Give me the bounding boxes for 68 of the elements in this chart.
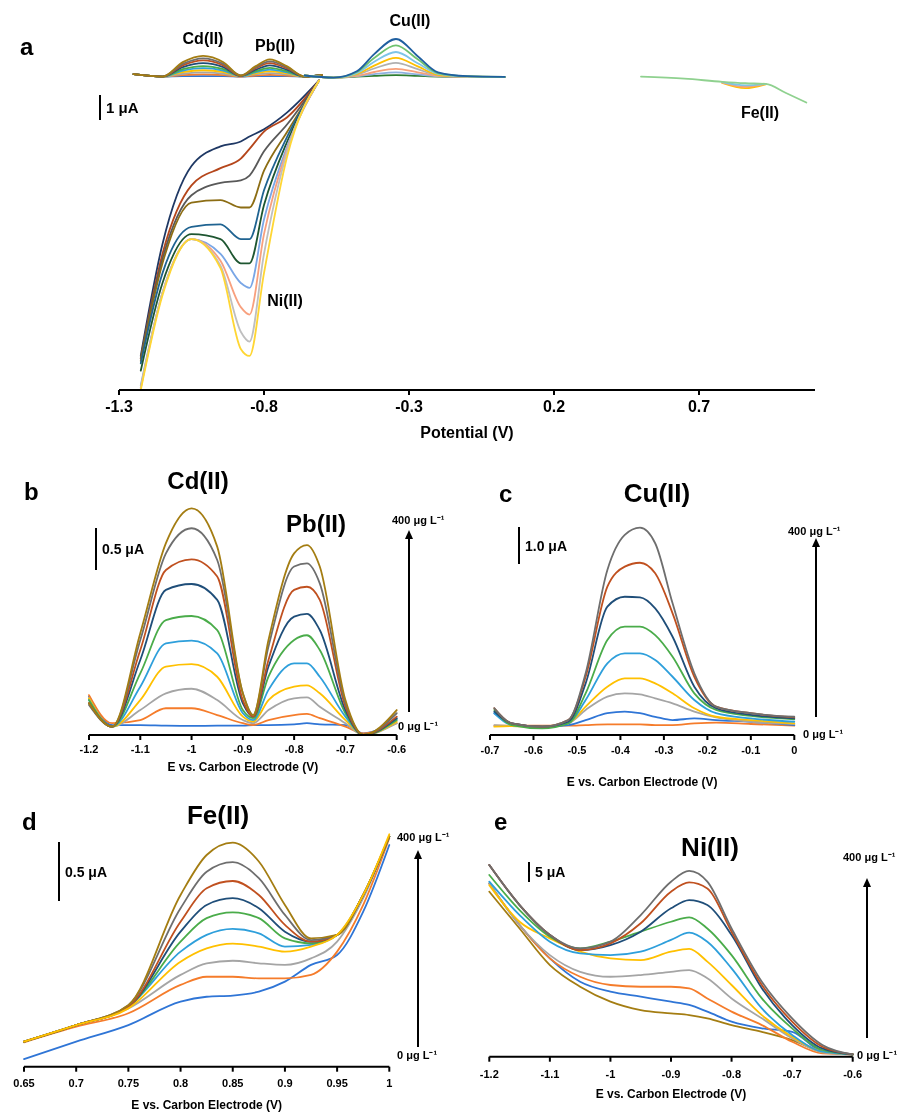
x-tick-label: 0.8 (172, 1077, 189, 1089)
text: 0 μg L⁻¹ (397, 1049, 438, 1061)
x-axis-title: E vs. Carbon Electrode (V) (167, 760, 319, 774)
x-tick-label: -1 (605, 1068, 616, 1080)
chart-title: Ni(II) (681, 832, 739, 862)
x-tick-label: -0.9 (233, 743, 253, 755)
x-tick-label: -0.8 (284, 743, 304, 755)
x-axis-title: E vs. Carbon Electrode (V) (595, 1087, 747, 1101)
x-tick-label: -0.6 (843, 1068, 863, 1080)
text: a (20, 33, 34, 60)
annotation: 0.5 μA (102, 541, 145, 557)
text: c (499, 480, 513, 507)
x-tick-label: -0.4 (610, 744, 631, 756)
x-tick-label: -0.1 (741, 744, 761, 756)
x-tick-label: -1.2 (479, 1068, 499, 1080)
annotation: Pb(II) (255, 36, 295, 54)
annotation: 1 μA (106, 98, 139, 116)
annotation: Cd(II) (182, 29, 224, 47)
x-tick-label: 0.75 (117, 1077, 140, 1089)
x-tick-label: -0.6 (387, 743, 407, 755)
x-tick-label: -0.3 (395, 398, 423, 415)
x-tick-label: -0.5 (567, 744, 587, 756)
text: 0 μg L⁻¹ (857, 1049, 898, 1061)
x-tick-label: -0.6 (523, 744, 543, 756)
annotation: Ni(II) (267, 291, 303, 309)
x-tick-label: -0.2 (697, 744, 717, 756)
x-tick-label: 0.2 (542, 398, 566, 415)
x-tick-label: -1.1 (540, 1068, 560, 1080)
x-tick-label: -0.3 (654, 744, 674, 756)
text: 400 μg L⁻¹ (397, 831, 450, 843)
x-tick-label: 0.7 (687, 398, 711, 415)
x-tick-label: -0.7 (480, 744, 500, 756)
x-axis-title: E vs. Carbon Electrode (V) (566, 775, 718, 789)
annotation: 400 μg L⁻¹ (788, 525, 841, 537)
text: Cu(II) (389, 11, 431, 29)
chart-title: Fe(II) (186, 800, 250, 830)
text: 0 μg L⁻¹ (803, 728, 844, 740)
x-axis-title: E vs. Carbon Electrode (V) (131, 1098, 283, 1112)
text: Cd(II) (167, 466, 229, 494)
x-tick-label: -0.7 (782, 1068, 802, 1080)
annotation: Pb(II) (286, 509, 346, 537)
annotation: d (22, 808, 37, 835)
x-tick-label: 0.85 (222, 1077, 244, 1089)
x-tick-label: 0 (791, 744, 798, 756)
annotation: 5 μA (535, 864, 566, 880)
x-tick-label: -0.8 (250, 398, 278, 415)
x-tick-label: -0.7 (335, 743, 355, 755)
x-tick-label: -1 (186, 743, 197, 755)
x-tick-label: -1.1 (130, 743, 150, 755)
x-tick-label: -0.9 (661, 1068, 681, 1080)
annotation: Fe(II) (740, 103, 780, 121)
annotation: 400 μg L⁻¹ (392, 514, 445, 526)
x-tick-label: 0.65 (13, 1077, 35, 1089)
x-tick-label: 1 (386, 1077, 393, 1089)
x-tick-label: 0.95 (326, 1077, 348, 1089)
annotation: 1.0 μA (525, 537, 568, 554)
x-tick-label: -1.2 (79, 743, 99, 755)
annotation: 0.5 μA (65, 863, 108, 880)
x-axis-title: Potential (V) (420, 424, 514, 441)
text: b (24, 478, 39, 505)
chart-title: Cu(II) (623, 478, 691, 508)
x-tick-label: 0.9 (277, 1077, 293, 1089)
x-tick-label: 0.7 (68, 1077, 84, 1089)
text: 400 μg L⁻¹ (843, 851, 896, 863)
x-tick-label: -0.8 (722, 1068, 742, 1080)
text: e (494, 808, 508, 835)
text: 0 μg L⁻¹ (398, 720, 439, 732)
x-tick-label: -1.3 (105, 398, 133, 415)
